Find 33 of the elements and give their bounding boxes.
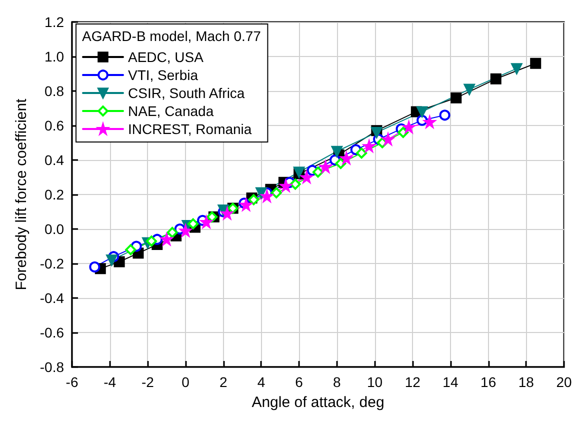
x-tick-label: 2: [219, 374, 228, 390]
x-tick-label: 20: [556, 374, 572, 390]
x-tick-label: 10: [366, 374, 383, 390]
x-tick-label: 18: [518, 374, 534, 390]
x-tick-label: -2: [141, 374, 154, 390]
x-tick-label: 8: [333, 374, 342, 390]
x-tick-label: -6: [66, 374, 78, 390]
x-tick-label: 12: [404, 374, 421, 390]
y-axis-title: Forebody lift force coefficient: [12, 98, 30, 290]
legend-label: INCREST, Romania: [128, 121, 252, 137]
x-tick-label: -4: [104, 374, 116, 390]
legend-title: AGARD-B model, Mach 0.77: [82, 28, 262, 44]
x-tick-label: 16: [480, 374, 496, 390]
y-tick-label: 0.0: [44, 221, 64, 237]
x-axis-title: Angle of attack, deg: [252, 394, 384, 411]
y-tick-label: 1.0: [44, 48, 64, 64]
y-tick-label: -0.2: [40, 256, 64, 272]
legend-label: VTI, Serbia: [128, 67, 198, 83]
legend-label: AEDC, USA: [128, 49, 204, 65]
y-tick-label: 0.6: [44, 118, 64, 134]
y-tick-label: -0.8: [40, 359, 64, 375]
y-tick-label: 0.4: [44, 152, 64, 168]
y-tick-label: 1.2: [44, 14, 64, 30]
legend-label: CSIR, South Africa: [128, 85, 245, 101]
x-tick-label: 14: [442, 374, 458, 390]
y-tick-label: 0.2: [44, 186, 64, 202]
y-tick-label: -0.6: [40, 324, 64, 340]
y-tick-label: -0.4: [40, 290, 64, 306]
legend-label: NAE, Canada: [128, 103, 214, 119]
x-tick-label: 6: [295, 374, 304, 390]
x-tick-label: 0: [182, 374, 190, 390]
x-tick-label: 4: [257, 374, 266, 390]
y-tick-label: 0.8: [44, 83, 64, 99]
